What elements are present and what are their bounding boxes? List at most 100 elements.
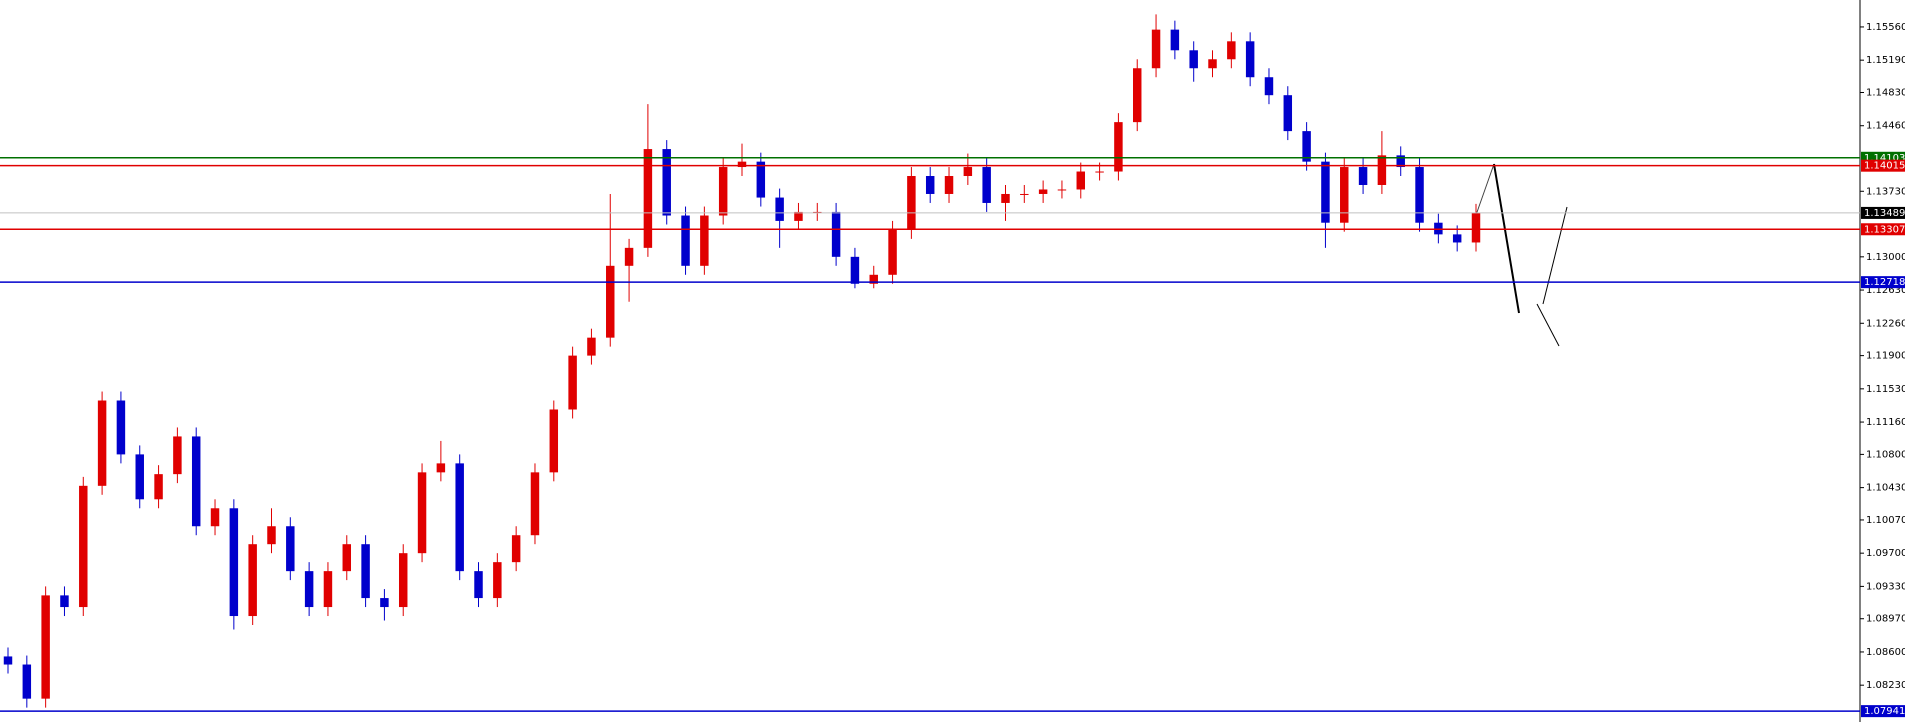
y-tick-label: 1.10070 <box>1866 515 1905 526</box>
y-tick-label: 1.15190 <box>1866 55 1905 66</box>
candle-body <box>1095 171 1104 173</box>
candle-body <box>267 526 276 545</box>
price-level-tag <box>1861 223 1905 236</box>
candle-body <box>398 553 408 608</box>
candle-body <box>304 571 314 608</box>
candle-body <box>286 526 295 572</box>
y-tick-label: 1.09700 <box>1866 548 1905 559</box>
candle-body <box>210 508 220 527</box>
candle-body <box>681 215 690 266</box>
price-level-label: 1.14015 <box>1864 161 1905 172</box>
candle-body <box>1264 77 1274 96</box>
candle-body <box>361 544 370 599</box>
projection-lines <box>1475 163 1568 347</box>
candle-body <box>79 485 88 608</box>
candle-body <box>511 535 521 563</box>
projection-line <box>1493 163 1520 314</box>
price-level-label: 1.13307 <box>1864 224 1905 235</box>
candle-body <box>1001 193 1010 203</box>
candle-body <box>436 463 446 473</box>
price-level-label: 1.13489 <box>1864 208 1905 219</box>
y-tick-label: 1.10800 <box>1866 449 1905 460</box>
candle-body <box>173 436 182 475</box>
candle-body <box>229 508 239 617</box>
candle-body <box>1321 161 1330 223</box>
candle-body <box>794 211 803 221</box>
candle-body <box>624 247 634 266</box>
candle-body <box>700 215 709 266</box>
candle-body <box>982 167 991 203</box>
y-tick-label: 1.11530 <box>1866 384 1905 395</box>
candle-body <box>1189 50 1198 69</box>
y-tick-label: 1.12630 <box>1866 285 1905 296</box>
candle-body <box>417 472 427 554</box>
candle-body <box>1020 193 1029 195</box>
y-tick-label: 1.11160 <box>1866 417 1905 428</box>
candle-body <box>737 161 747 168</box>
price-level-label: 1.12718 <box>1864 277 1905 288</box>
candle-body <box>718 167 728 216</box>
price-level-tag <box>1861 705 1905 718</box>
y-tick-label: 1.15560 <box>1866 22 1905 33</box>
candle-body <box>907 176 916 230</box>
candle-body <box>925 176 935 194</box>
projection-line <box>1475 163 1495 216</box>
y-tick-label: 1.08600 <box>1866 647 1905 658</box>
candle-body <box>3 656 13 665</box>
projection-line <box>1536 303 1560 347</box>
y-tick-label: 1.09330 <box>1866 581 1905 592</box>
price-level-tag <box>1861 159 1905 172</box>
candle-body <box>944 176 954 194</box>
candle-body <box>1057 189 1067 191</box>
price-level-label: 1.07941 <box>1864 706 1905 717</box>
candle-body <box>474 571 483 599</box>
y-tick-label: 1.08970 <box>1866 614 1905 625</box>
candle-body <box>1415 167 1424 223</box>
candle-body <box>568 355 577 410</box>
candle-body <box>380 598 389 608</box>
candle-body <box>60 595 69 608</box>
price-level-tag <box>1861 206 1905 219</box>
candle-body <box>323 571 333 608</box>
candle-body <box>1151 29 1161 69</box>
candle-body <box>831 211 841 257</box>
y-tick-label: 1.11900 <box>1866 351 1905 362</box>
candle-body <box>342 544 352 572</box>
candle-body <box>97 400 107 486</box>
y-tick-label: 1.10430 <box>1866 483 1905 494</box>
candle-body <box>248 544 257 617</box>
candle-body <box>116 400 126 455</box>
candle-body <box>1076 171 1086 190</box>
candle-body <box>963 167 973 177</box>
y-tick-label: 1.14830 <box>1866 87 1905 98</box>
candle-body <box>41 595 50 699</box>
candle-body <box>1471 212 1481 243</box>
candle-body <box>1302 131 1311 162</box>
y-tick-label: 1.13730 <box>1866 186 1905 197</box>
candle-body <box>775 197 784 221</box>
candle-body <box>1208 59 1217 69</box>
candle-body <box>587 337 596 356</box>
candle-body <box>1452 234 1462 243</box>
candle-body <box>1245 41 1255 78</box>
candle-body <box>606 265 615 338</box>
candle-body <box>191 436 201 527</box>
candle-body <box>455 463 464 572</box>
candle-body <box>1396 155 1405 168</box>
candle-body <box>1227 41 1236 60</box>
candle-body <box>530 472 540 536</box>
candle-body <box>1114 122 1123 172</box>
candle-body <box>549 409 559 473</box>
candle-body <box>850 256 860 284</box>
price-level-tag <box>1861 276 1905 289</box>
y-tick-label: 1.12260 <box>1866 318 1905 329</box>
y-tick-label: 1.08230 <box>1866 680 1905 691</box>
candle-body <box>1283 95 1293 132</box>
candle-body <box>1038 189 1048 194</box>
candle-body <box>1170 29 1180 51</box>
candle-body <box>888 229 897 275</box>
candle-body <box>1358 167 1368 185</box>
candle-body <box>1377 155 1387 185</box>
price-level-label: 1.14103 <box>1864 153 1905 164</box>
